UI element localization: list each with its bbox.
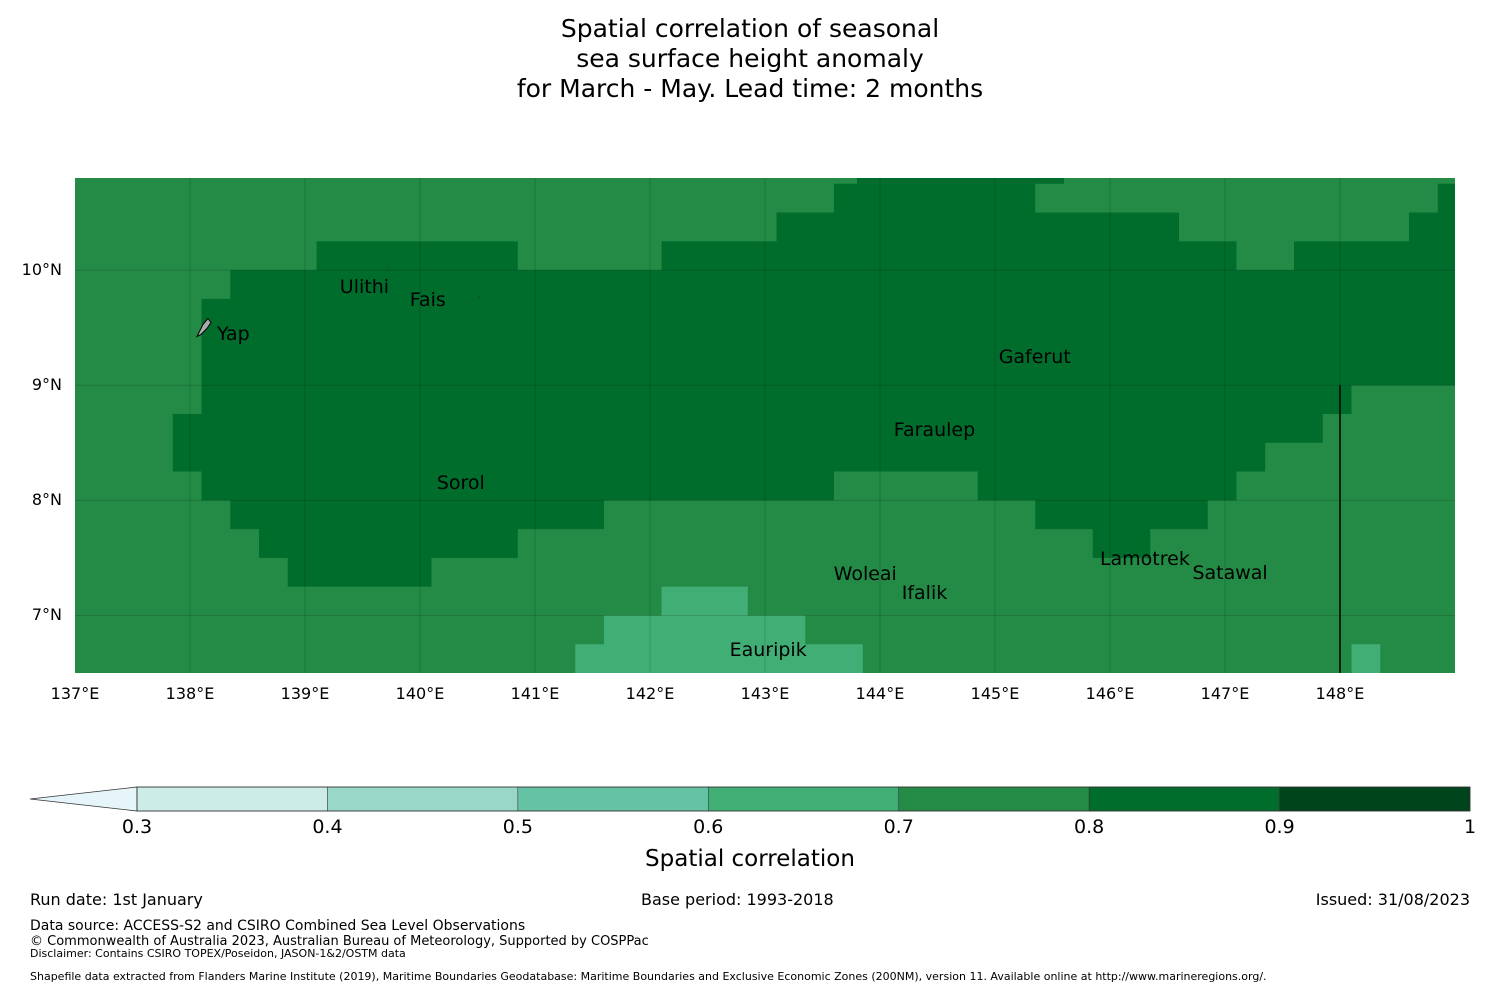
colorbar-bin	[1279, 786, 1471, 812]
colorbar-tick: 0.6	[693, 816, 724, 838]
lon-label: 148°E	[1315, 684, 1365, 703]
lon-label: 141°E	[510, 684, 560, 703]
colorbar-tick: 0.8	[1074, 816, 1105, 838]
low-correlation-patch	[1351, 644, 1381, 673]
place-yap: Yap	[216, 322, 250, 345]
place-eauripik: Eauripik	[729, 639, 807, 662]
colorbar-bin	[708, 786, 899, 812]
run-date: Run date: 1st January	[30, 890, 203, 909]
lon-label: 144°E	[855, 684, 905, 703]
lat-label: 7°N	[31, 605, 62, 625]
lon-label: 145°E	[970, 684, 1020, 703]
colorbar	[29, 786, 1471, 812]
lon-label: 137°E	[50, 684, 100, 703]
island-dot	[1037, 357, 1040, 360]
lon-label: 140°E	[395, 684, 445, 703]
place-ifalik: Ifalik	[901, 581, 948, 604]
island-dot	[939, 430, 941, 433]
lon-label: 143°E	[740, 684, 790, 703]
island-dot	[768, 650, 771, 652]
colorbar-tick: 0.4	[312, 816, 343, 838]
colorbar-tick: 0.3	[121, 816, 153, 838]
place-lamotrek: Lamotrek	[1099, 547, 1190, 570]
issued-date: Issued: 31/08/2023	[1315, 890, 1470, 909]
correlation-map	[75, 178, 1455, 673]
colorbar-tick: 0.7	[883, 816, 914, 838]
lat-label: 9°N	[31, 375, 62, 395]
high-correlation-region	[172, 178, 1455, 587]
colorbar-bin	[1088, 786, 1280, 812]
colorbar-tick: 1	[1463, 816, 1477, 838]
island-dot	[464, 484, 466, 487]
place-sorol: Sorol	[436, 472, 485, 495]
low-correlation-region	[575, 586, 863, 673]
base-period: Base period: 1993-2018	[641, 890, 834, 909]
place-faraulep: Faraulep	[893, 419, 976, 442]
place-ulithi: Ulithi	[339, 276, 390, 299]
place-woleai: Woleai	[833, 562, 897, 585]
data-source: Data source: ACCESS-S2 and CSIRO Combine…	[30, 918, 526, 934]
chart-title: Spatial correlation of seasonal sea surf…	[0, 14, 1500, 104]
colorbar-bin	[898, 786, 1090, 812]
lat-label: 8°N	[31, 490, 62, 510]
island-dot	[1227, 573, 1230, 575]
island-dot	[387, 269, 389, 271]
colorbar-bin	[136, 786, 328, 812]
lon-label: 146°E	[1085, 684, 1135, 703]
island-dot	[868, 572, 871, 574]
colorbar-tick: 0.9	[1264, 816, 1295, 838]
colorbar-under-arrow	[29, 786, 138, 812]
lon-label: 147°E	[1200, 684, 1250, 703]
lat-label: 10°N	[21, 260, 62, 280]
lon-label: 142°E	[625, 684, 675, 703]
place-fais: Fais	[409, 288, 446, 311]
island-dot	[479, 295, 481, 298]
title-line-2: sea surface height anomaly	[576, 44, 924, 73]
island-dot	[1147, 557, 1149, 559]
island-dot	[930, 585, 933, 588]
colorbar-bin	[327, 786, 519, 812]
colorbar-label: Spatial correlation	[645, 846, 855, 872]
place-satawal: Satawal	[1192, 562, 1268, 584]
copyright: © Commonwealth of Australia 2023, Austra…	[30, 934, 649, 949]
lon-label: 138°E	[165, 684, 215, 703]
yap-island-shape	[195, 317, 212, 338]
place-gaferut: Gaferut	[998, 345, 1071, 368]
colorbar-tick: 0.5	[502, 816, 533, 838]
title-line-1: Spatial correlation of seasonal	[560, 14, 940, 43]
disclaimer: Disclaimer: Contains CSIRO TOPEX/Poseido…	[30, 947, 406, 960]
shapefile-credit: Shapefile data extracted from Flanders M…	[30, 970, 1267, 983]
lon-label: 139°E	[280, 684, 330, 703]
colorbar-frame	[136, 786, 1471, 812]
colorbar-bin	[517, 786, 709, 812]
title-line-3: for March - May. Lead time: 2 months	[516, 74, 984, 103]
